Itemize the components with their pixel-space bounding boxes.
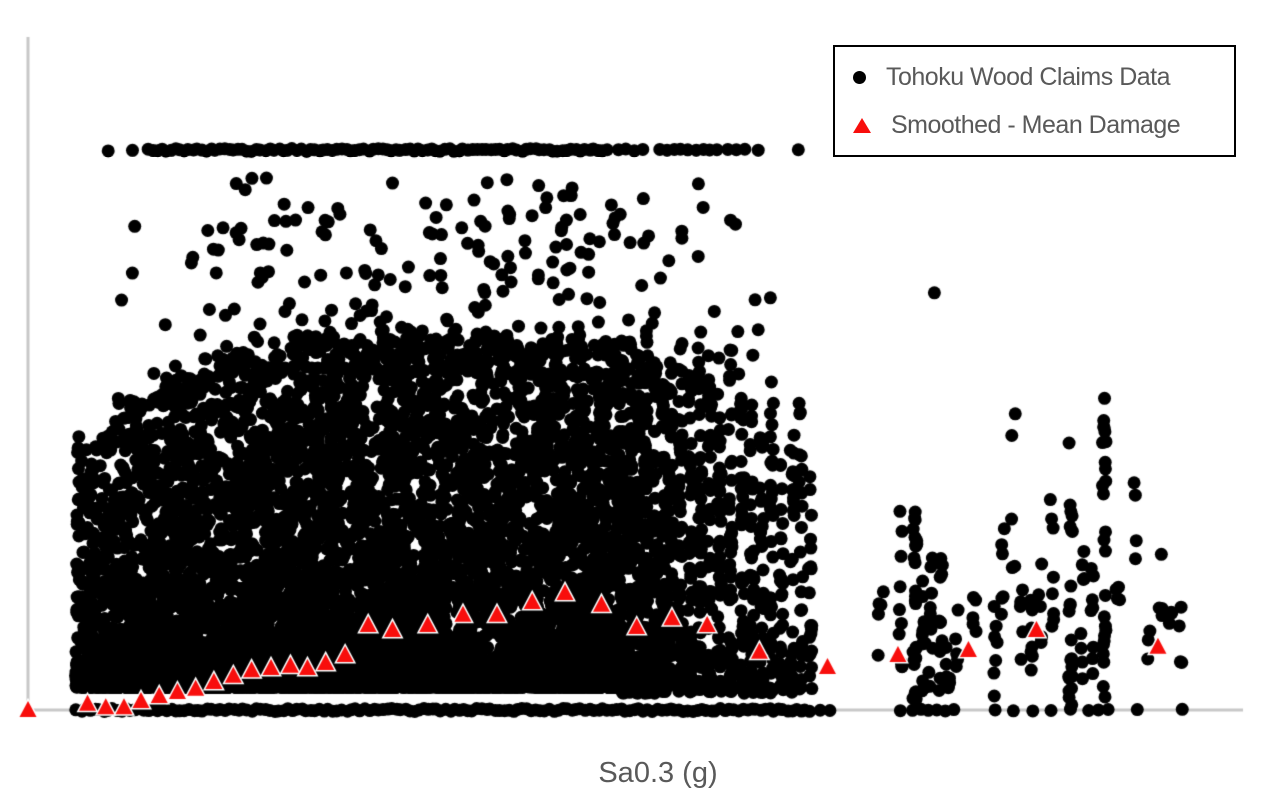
- triangle-marker-icon: [853, 117, 871, 133]
- legend-label-smoothed-mean: Smoothed - Mean Damage: [891, 110, 1181, 139]
- legend-item-claims-data: Tohoku Wood Claims Data: [853, 63, 1224, 92]
- legend-item-smoothed-mean: Smoothed - Mean Damage: [853, 111, 1224, 140]
- x-axis-label: Sa0.3 (g): [598, 757, 718, 789]
- circle-marker-icon: [853, 70, 866, 84]
- legend-label-claims-data: Tohoku Wood Claims Data: [886, 62, 1171, 91]
- legend: Tohoku Wood Claims Data Smoothed - Mean …: [833, 45, 1236, 157]
